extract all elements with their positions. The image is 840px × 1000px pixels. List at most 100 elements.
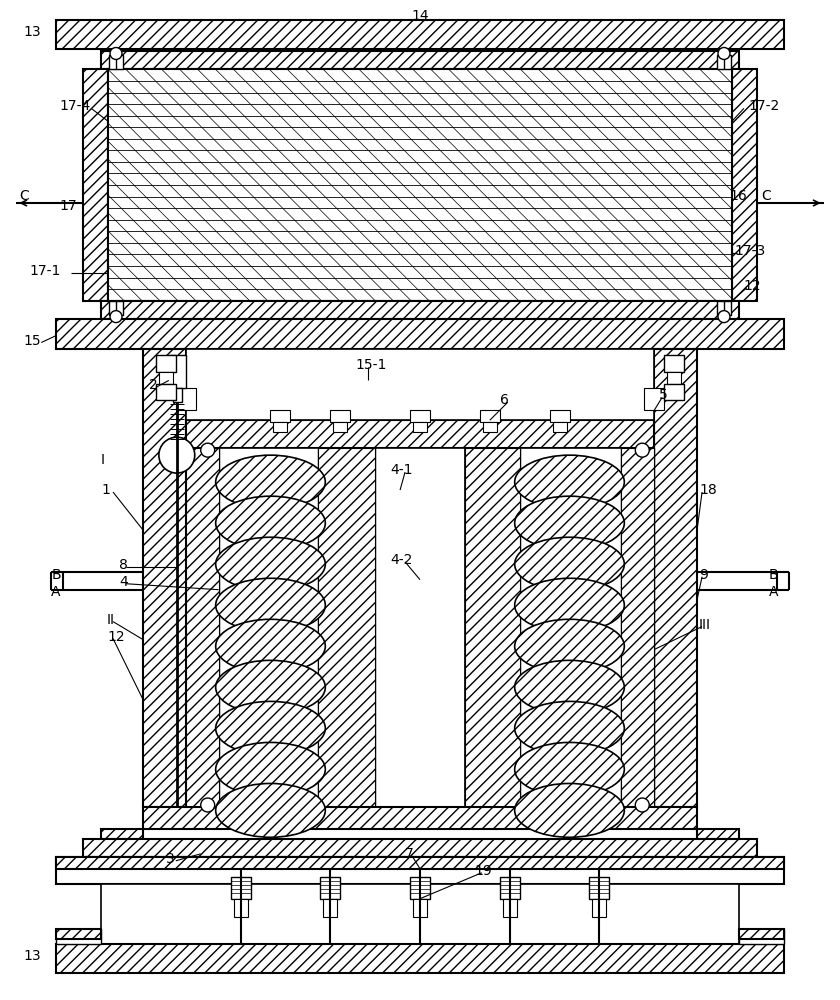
Bar: [159, 372, 173, 384]
Bar: [169, 355, 186, 388]
Bar: [654, 349, 697, 807]
Bar: [83, 69, 108, 301]
Ellipse shape: [515, 783, 624, 837]
Bar: [83, 839, 757, 857]
Text: 12: 12: [744, 279, 762, 293]
Bar: [186, 420, 654, 448]
Bar: [644, 388, 664, 410]
Text: 16: 16: [729, 189, 747, 203]
Text: 13: 13: [24, 949, 41, 963]
Bar: [739, 929, 784, 939]
Text: 15-1: 15-1: [355, 358, 386, 372]
Text: B: B: [51, 568, 60, 582]
Text: C: C: [761, 189, 770, 203]
Text: 17-4: 17-4: [59, 99, 91, 113]
Bar: [186, 349, 654, 420]
Bar: [413, 899, 427, 917]
Text: 1: 1: [101, 483, 110, 497]
Circle shape: [635, 798, 649, 812]
Text: 3: 3: [165, 852, 175, 866]
Text: A: A: [769, 585, 779, 599]
Circle shape: [201, 443, 215, 457]
Text: 4-1: 4-1: [390, 463, 412, 477]
Bar: [480, 410, 500, 422]
Bar: [318, 448, 375, 807]
Text: A: A: [51, 585, 60, 599]
Bar: [323, 899, 338, 917]
Bar: [156, 384, 176, 400]
Circle shape: [201, 798, 215, 812]
Bar: [156, 355, 176, 372]
Ellipse shape: [515, 496, 624, 550]
Bar: [502, 899, 517, 917]
Bar: [413, 422, 427, 432]
Ellipse shape: [216, 455, 325, 509]
Bar: [101, 884, 739, 944]
Bar: [732, 69, 757, 301]
Text: 7: 7: [405, 847, 414, 861]
Bar: [664, 384, 684, 400]
Bar: [143, 807, 697, 829]
Ellipse shape: [216, 660, 325, 714]
Ellipse shape: [515, 537, 624, 591]
Bar: [483, 422, 496, 432]
Ellipse shape: [216, 619, 325, 673]
Text: B: B: [769, 568, 779, 582]
Bar: [410, 877, 430, 899]
Circle shape: [110, 48, 122, 59]
Circle shape: [718, 48, 730, 59]
Text: 13: 13: [24, 25, 41, 39]
Bar: [375, 448, 465, 807]
Circle shape: [159, 437, 195, 473]
Text: 15: 15: [24, 334, 41, 348]
Bar: [465, 448, 520, 807]
Text: 17: 17: [59, 199, 76, 213]
Bar: [56, 319, 784, 349]
Bar: [176, 388, 196, 410]
Bar: [553, 422, 566, 432]
Bar: [465, 448, 520, 807]
Bar: [549, 410, 570, 422]
Bar: [101, 51, 739, 69]
Bar: [56, 857, 784, 884]
Bar: [56, 20, 784, 49]
Text: 18: 18: [699, 483, 717, 497]
Ellipse shape: [515, 619, 624, 673]
Ellipse shape: [216, 537, 325, 591]
Bar: [410, 410, 430, 422]
Text: 9: 9: [699, 568, 708, 582]
Text: 17-2: 17-2: [749, 99, 780, 113]
Ellipse shape: [216, 578, 325, 632]
Bar: [186, 448, 218, 807]
Circle shape: [635, 443, 649, 457]
Bar: [101, 829, 143, 839]
Bar: [56, 929, 101, 939]
Text: C: C: [19, 189, 29, 203]
Bar: [664, 355, 684, 372]
Text: I: I: [101, 453, 105, 467]
Ellipse shape: [216, 701, 325, 755]
Bar: [143, 349, 186, 807]
Bar: [234, 899, 248, 917]
Ellipse shape: [515, 578, 624, 632]
Ellipse shape: [515, 742, 624, 796]
Text: 17-1: 17-1: [29, 264, 60, 278]
Bar: [274, 422, 287, 432]
Text: 19: 19: [475, 864, 492, 878]
Ellipse shape: [515, 701, 624, 755]
Bar: [108, 69, 732, 301]
Text: 4: 4: [119, 575, 128, 589]
Ellipse shape: [216, 496, 325, 550]
Bar: [186, 448, 654, 807]
Text: 5: 5: [659, 388, 668, 402]
Bar: [109, 301, 123, 315]
Bar: [270, 410, 291, 422]
Bar: [320, 877, 340, 899]
Bar: [330, 410, 350, 422]
Ellipse shape: [216, 742, 325, 796]
Bar: [500, 877, 520, 899]
Ellipse shape: [515, 660, 624, 714]
Text: 2: 2: [149, 378, 158, 392]
Text: 17-3: 17-3: [734, 244, 765, 258]
Bar: [739, 929, 784, 944]
